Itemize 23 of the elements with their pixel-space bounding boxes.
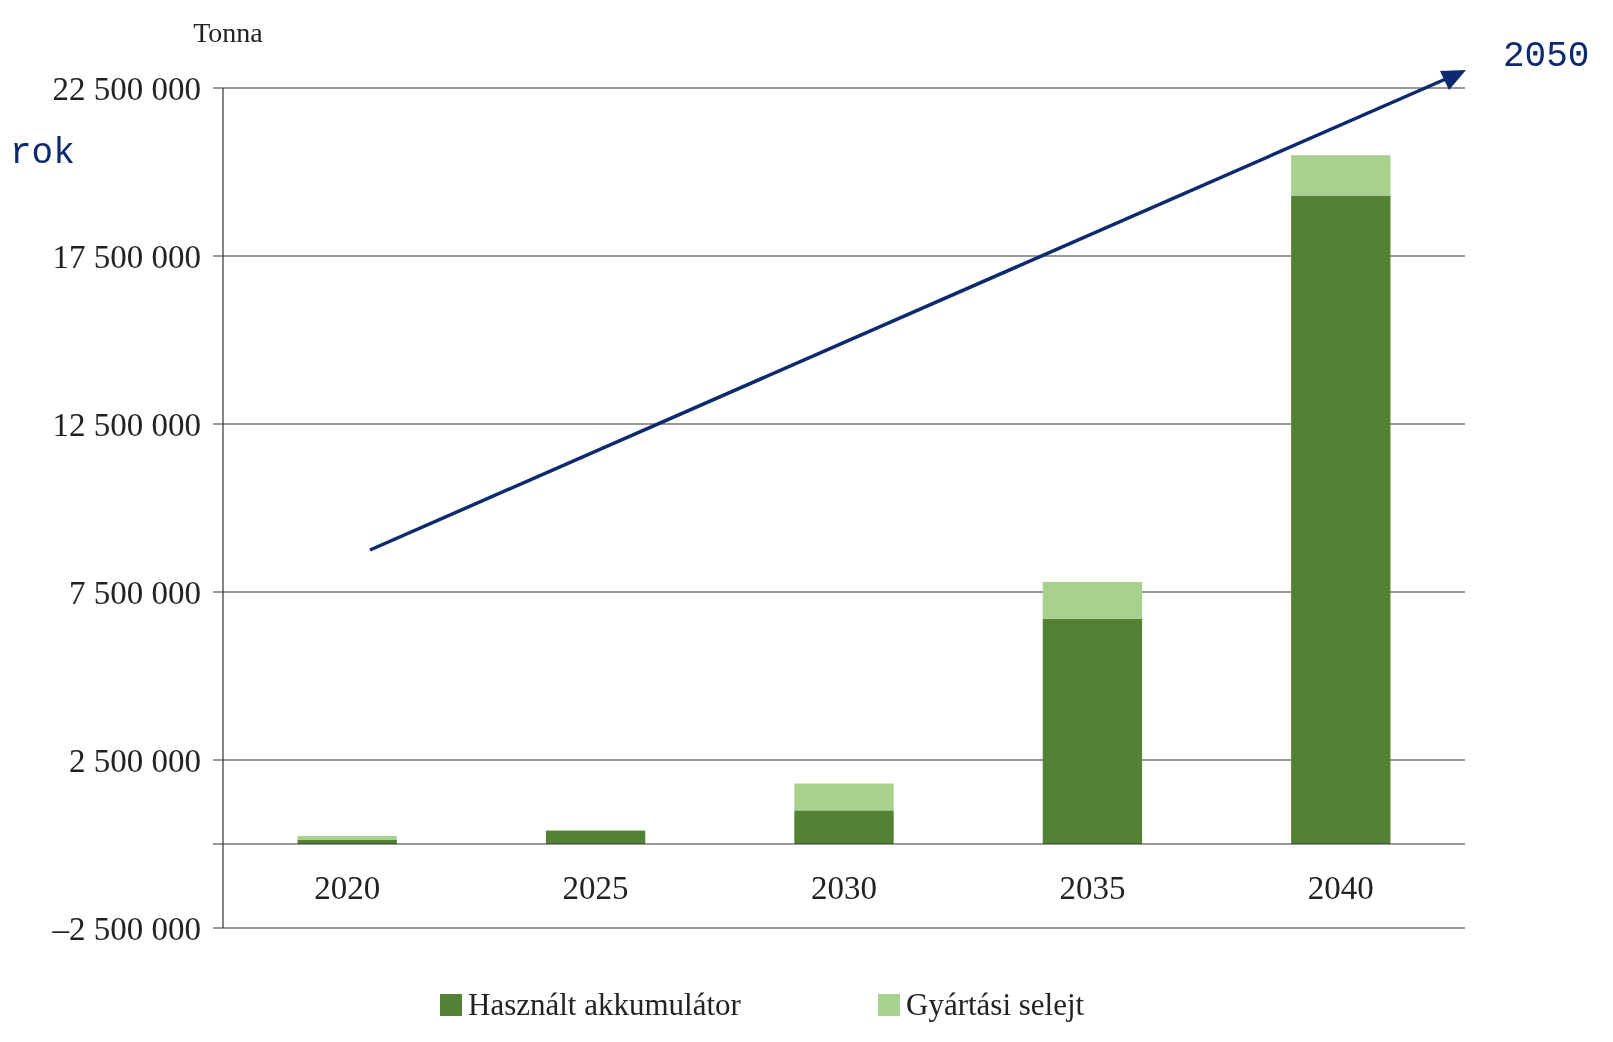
y-tick-label: 2 500 000	[69, 742, 201, 779]
bar	[794, 810, 894, 844]
legend-label: Gyártási selejt	[906, 987, 1085, 1022]
x-tick-label: 2020	[314, 870, 381, 906]
x-tick-label: 2030	[811, 870, 877, 906]
x-tick-label: 2035	[1059, 870, 1126, 906]
y-tick-label: 7 500 000	[69, 574, 201, 611]
bar	[1042, 581, 1143, 619]
x-tick-label: 2025	[562, 870, 629, 906]
bar	[1291, 155, 1391, 196]
bar	[794, 783, 894, 811]
y-tick-label: 12 500 000	[52, 406, 201, 443]
y-tick-label: –2 500 000	[51, 910, 201, 947]
legend-label: Használt akkumulátor	[468, 987, 742, 1022]
y-tick-label: 17 500 000	[52, 238, 201, 275]
bar	[1291, 195, 1391, 844]
text: 2050	[1503, 36, 1590, 77]
y-tick-label: 22 500 000	[52, 70, 201, 107]
y-axis-title: Tonna	[193, 17, 264, 48]
x-tick-label: 2040	[1307, 870, 1374, 906]
bar	[297, 835, 397, 840]
text: rok	[10, 133, 75, 174]
bar	[1042, 618, 1143, 844]
